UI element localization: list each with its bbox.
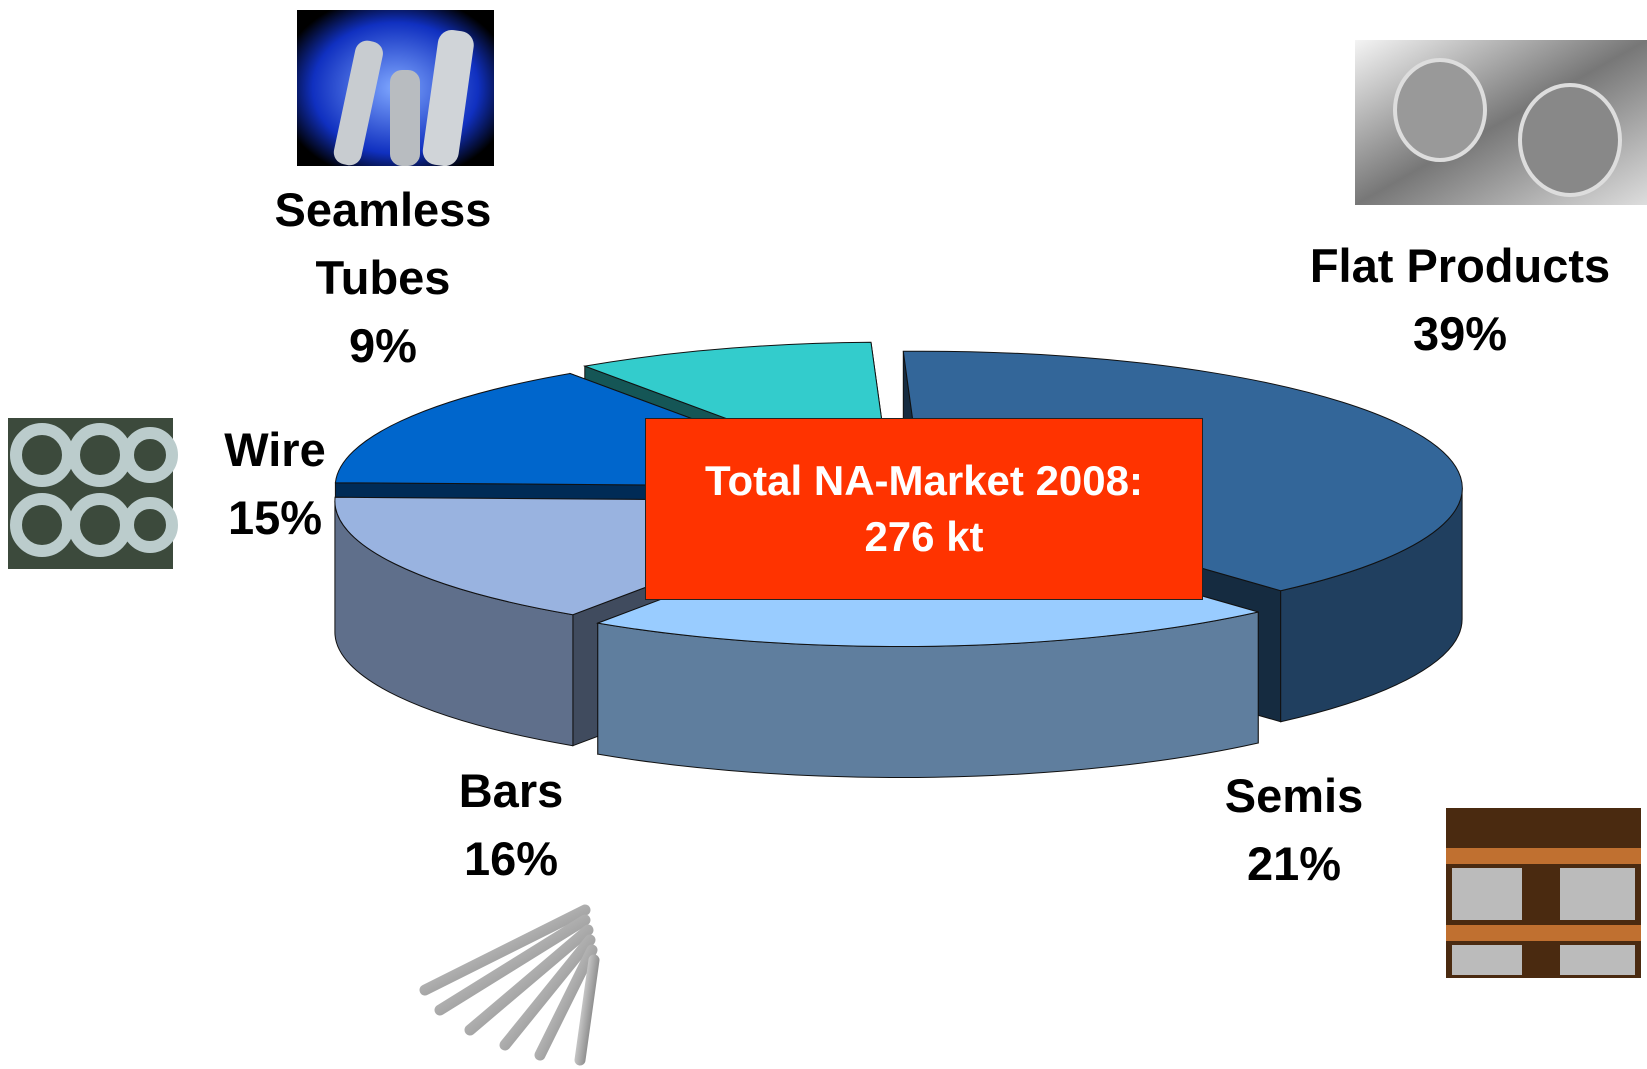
- value-label: 15%: [227, 491, 323, 544]
- photo-wire: [8, 418, 178, 569]
- value-label: 39%: [1412, 307, 1508, 360]
- value-label: 9%: [349, 319, 417, 372]
- annotation-line: 276 kt: [864, 513, 984, 560]
- slice-label: Bars 16%: [361, 757, 661, 893]
- value-label: 21%: [1246, 837, 1342, 890]
- photo-flat-products: [1355, 40, 1647, 205]
- photo-bars: [419, 904, 600, 1066]
- category-label: Bars: [458, 764, 564, 817]
- photo-tubes: [297, 10, 494, 167]
- value-label: 16%: [463, 832, 559, 885]
- annotation-box: Total NA-Market 2008: 276 kt: [645, 418, 1203, 600]
- category-label: Wire: [224, 423, 326, 476]
- category-label: Seamless Tubes: [274, 183, 492, 304]
- annotation-line: Total NA-Market 2008:: [704, 457, 1143, 504]
- slice-label: Flat Products 39%: [1250, 232, 1647, 368]
- category-label: Semis: [1224, 769, 1364, 822]
- slice-label: Semis 21%: [1144, 762, 1444, 898]
- photo-semis: [1446, 808, 1641, 978]
- slice-label: Seamless Tubes 9%: [253, 176, 513, 380]
- category-label: Flat Products: [1309, 239, 1611, 292]
- slice-label: Wire 15%: [150, 416, 400, 552]
